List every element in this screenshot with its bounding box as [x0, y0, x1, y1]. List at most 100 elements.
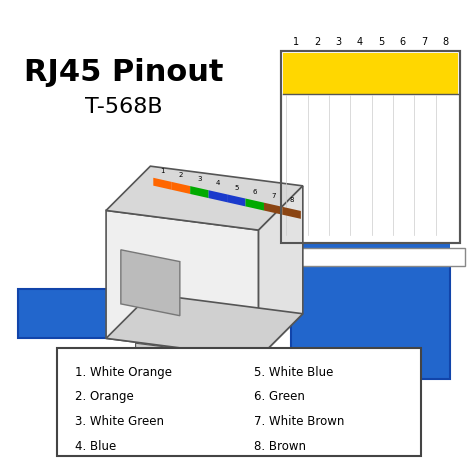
Polygon shape — [329, 148, 348, 204]
Polygon shape — [258, 186, 303, 358]
Text: 2: 2 — [314, 37, 320, 47]
Text: 6: 6 — [253, 189, 257, 195]
Polygon shape — [329, 165, 348, 221]
Text: 7. White Brown: 7. White Brown — [254, 415, 344, 428]
Text: 5. White Blue: 5. White Blue — [254, 366, 333, 379]
Polygon shape — [414, 165, 434, 221]
Polygon shape — [286, 200, 306, 256]
Text: 1: 1 — [293, 37, 299, 47]
Polygon shape — [18, 289, 126, 338]
Polygon shape — [414, 95, 434, 151]
Polygon shape — [329, 130, 348, 186]
Polygon shape — [136, 343, 214, 368]
Polygon shape — [414, 130, 434, 186]
Polygon shape — [329, 113, 348, 169]
Polygon shape — [329, 200, 348, 256]
Bar — [350, 95, 370, 235]
Polygon shape — [286, 182, 306, 238]
Text: 7: 7 — [421, 37, 428, 47]
Polygon shape — [329, 95, 348, 151]
Polygon shape — [286, 253, 306, 309]
Polygon shape — [372, 148, 391, 204]
Polygon shape — [329, 218, 348, 273]
Bar — [281, 51, 460, 243]
Bar — [372, 95, 391, 235]
Polygon shape — [286, 95, 306, 151]
Polygon shape — [172, 182, 190, 194]
Text: 8: 8 — [290, 197, 294, 203]
Text: 1: 1 — [160, 168, 165, 174]
Polygon shape — [283, 207, 301, 219]
Text: 7: 7 — [271, 193, 275, 199]
Bar — [286, 95, 306, 235]
Text: 4. Blue: 4. Blue — [74, 440, 116, 453]
Polygon shape — [329, 78, 348, 134]
Polygon shape — [329, 182, 348, 238]
Polygon shape — [286, 78, 306, 134]
Polygon shape — [414, 235, 434, 291]
Polygon shape — [414, 113, 434, 169]
Polygon shape — [372, 130, 391, 186]
Polygon shape — [414, 78, 434, 134]
Text: 2. Orange: 2. Orange — [74, 391, 133, 403]
Polygon shape — [372, 95, 391, 151]
Polygon shape — [414, 200, 434, 256]
Polygon shape — [286, 235, 306, 291]
Polygon shape — [414, 182, 434, 238]
Polygon shape — [372, 253, 391, 309]
Polygon shape — [414, 218, 434, 273]
Polygon shape — [106, 210, 258, 358]
Bar — [308, 95, 327, 235]
Polygon shape — [286, 218, 306, 273]
Bar — [414, 95, 434, 235]
Bar — [436, 95, 456, 235]
Polygon shape — [329, 253, 348, 309]
Text: RJ45 Pinout: RJ45 Pinout — [24, 58, 224, 87]
Bar — [329, 95, 348, 235]
Text: 2: 2 — [179, 172, 183, 178]
Text: 3: 3 — [336, 37, 342, 47]
Text: 6. Green: 6. Green — [254, 391, 304, 403]
Polygon shape — [246, 199, 264, 210]
Polygon shape — [106, 294, 303, 358]
Polygon shape — [372, 218, 391, 273]
Polygon shape — [372, 235, 391, 291]
Text: 4: 4 — [216, 181, 220, 186]
Polygon shape — [329, 235, 348, 291]
Polygon shape — [121, 250, 180, 316]
Bar — [57, 348, 421, 456]
Text: 8: 8 — [443, 37, 449, 47]
Text: 3. White Green: 3. White Green — [74, 415, 164, 428]
Polygon shape — [153, 178, 172, 190]
Text: 5: 5 — [234, 184, 238, 191]
Bar — [291, 238, 450, 263]
Bar — [393, 95, 412, 235]
Text: 3: 3 — [197, 176, 201, 182]
Text: 1. White Orange: 1. White Orange — [74, 366, 172, 379]
Polygon shape — [106, 166, 303, 230]
Polygon shape — [227, 194, 246, 206]
Bar — [291, 261, 450, 379]
Polygon shape — [286, 130, 306, 186]
Text: T-568B: T-568B — [85, 97, 163, 117]
Polygon shape — [286, 165, 306, 221]
Polygon shape — [209, 190, 227, 202]
Text: 6: 6 — [400, 37, 406, 47]
Polygon shape — [190, 186, 209, 198]
Bar — [281, 51, 460, 243]
Polygon shape — [286, 148, 306, 204]
Text: 5: 5 — [378, 37, 384, 47]
Polygon shape — [414, 148, 434, 204]
Polygon shape — [372, 165, 391, 221]
Polygon shape — [372, 78, 391, 134]
Bar — [283, 53, 458, 94]
Polygon shape — [414, 253, 434, 309]
Polygon shape — [372, 200, 391, 256]
Bar — [276, 248, 465, 265]
Polygon shape — [372, 182, 391, 238]
Polygon shape — [286, 113, 306, 169]
Text: 4: 4 — [357, 37, 363, 47]
Text: 8. Brown: 8. Brown — [254, 440, 306, 453]
Polygon shape — [372, 113, 391, 169]
Polygon shape — [264, 203, 283, 215]
